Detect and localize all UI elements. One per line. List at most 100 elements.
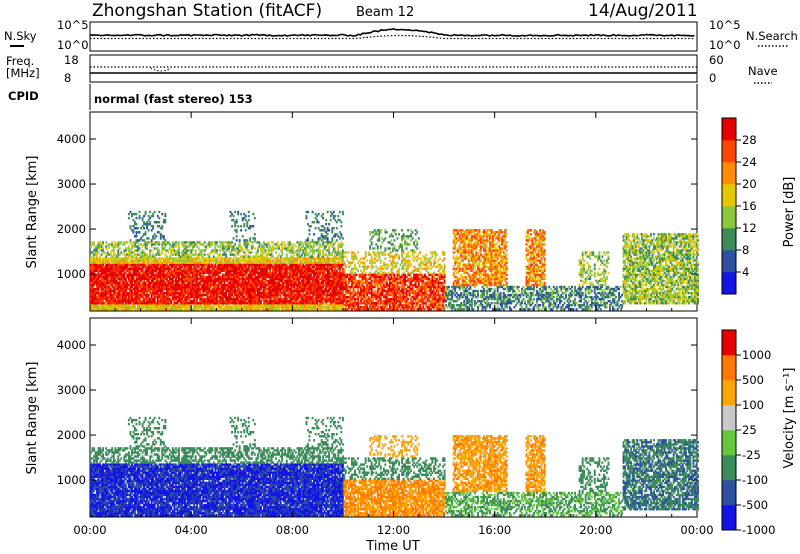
power-cell (164, 302, 167, 305)
power-cell (175, 257, 177, 260)
power-cell (146, 223, 149, 226)
power-cell (90, 281, 92, 285)
power-cell (140, 285, 143, 289)
power-cell (138, 259, 141, 262)
power-cell (158, 287, 161, 291)
power-cell (134, 269, 136, 273)
power-heatmap-cells (90, 210, 699, 311)
power-cell (147, 285, 150, 289)
power-cell (131, 257, 133, 260)
power-cell (109, 302, 112, 305)
power-cell (162, 304, 165, 307)
power-cell (91, 285, 94, 289)
power-cell (138, 308, 141, 311)
power-cell (179, 308, 182, 311)
power-cell (108, 293, 111, 297)
power-cell (144, 275, 147, 279)
power-cell (168, 279, 171, 283)
power-cell (93, 300, 95, 303)
power-cell (143, 253, 146, 256)
power-cell (105, 265, 108, 268)
power-cell (181, 300, 184, 303)
power-cell (111, 241, 114, 244)
power-cell (184, 302, 187, 305)
power-cell (111, 277, 114, 281)
power-cell (317, 221, 320, 224)
power-cell (178, 247, 180, 250)
power-cell (178, 293, 180, 297)
power-cell (100, 277, 103, 281)
power-cell (115, 265, 118, 268)
power-cell (176, 285, 179, 289)
power-cell (108, 300, 111, 303)
power-cell (126, 253, 129, 256)
power-cell (179, 277, 182, 281)
power-cell (176, 253, 179, 256)
power-cell (159, 293, 162, 297)
power-cell (161, 245, 164, 248)
power-cell (165, 287, 168, 291)
power-cell (144, 269, 147, 273)
power-cell (158, 231, 161, 234)
power-cell (132, 287, 135, 291)
power-cell (124, 306, 127, 309)
power-cell (178, 285, 180, 289)
power-cell (94, 263, 97, 266)
power-cell (106, 297, 109, 301)
power-cell (162, 261, 165, 264)
power-cell (135, 233, 138, 236)
power-cell (323, 227, 326, 230)
power-cell (176, 263, 179, 266)
power-cell (173, 257, 176, 260)
power-cell (90, 265, 92, 268)
power-cell (112, 287, 115, 291)
freq-left-tick-top: 18 (64, 53, 79, 67)
power-cell (96, 287, 99, 291)
power-cell (96, 306, 99, 309)
power-cell (171, 261, 174, 264)
power-cell (149, 241, 152, 244)
power-cell (165, 275, 168, 279)
power-cell (161, 263, 164, 266)
power-cell (152, 304, 155, 307)
power-cell (105, 271, 108, 275)
power-cell (129, 287, 132, 291)
power-cell (114, 253, 117, 256)
power-cell (159, 253, 162, 256)
power-cell (176, 283, 179, 287)
power-cell (147, 229, 150, 232)
power-cell (126, 293, 129, 297)
power-cell (99, 281, 102, 285)
power-cell (179, 257, 182, 260)
power-cell (97, 259, 100, 262)
power-cell (158, 283, 161, 287)
power-cell (91, 259, 94, 262)
power-cell (173, 275, 176, 279)
beam-label: Beam 12 (356, 5, 414, 20)
power-cell (149, 300, 152, 303)
power-cell (275, 251, 278, 254)
power-cell (127, 300, 130, 303)
power-cell (140, 295, 143, 299)
power-cell (167, 275, 170, 279)
power-cell (156, 231, 159, 234)
power-cell (197, 308, 200, 311)
power-cell (141, 263, 144, 266)
power-cell (146, 291, 149, 295)
power-cell (161, 283, 164, 287)
power-cell (132, 231, 135, 234)
power-cell (150, 255, 153, 258)
power-cell (129, 241, 132, 244)
power-cell (112, 285, 115, 289)
power-cell (178, 291, 180, 295)
power-cell (123, 287, 126, 291)
power-cell (137, 300, 139, 303)
power-cell (149, 283, 152, 287)
power-cell (96, 273, 99, 277)
power-cell (99, 297, 102, 301)
power-cell (121, 291, 124, 295)
power-cell (234, 210, 237, 214)
power-cell (158, 271, 161, 275)
power-cell (112, 275, 115, 279)
power-cell (153, 221, 156, 224)
